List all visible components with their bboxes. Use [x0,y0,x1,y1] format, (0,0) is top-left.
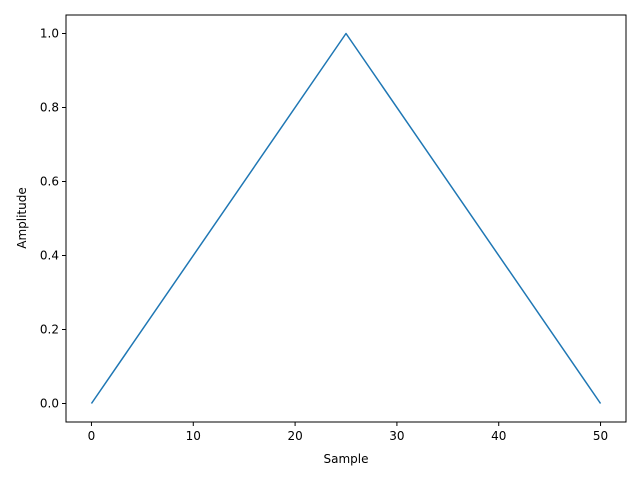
y-tick-label: 0.4 [40,249,59,263]
x-axis-label: Sample [324,452,369,466]
x-tick-label: 30 [389,429,404,443]
x-tick-label: 0 [88,429,96,443]
y-tick-label: 0.6 [40,175,59,189]
x-tick-label: 10 [186,429,201,443]
y-tick-label: 1.0 [40,27,59,41]
y-axis-label: Amplitude [15,187,29,249]
y-axis-ticks: 0.0 0.2 0.4 0.6 0.8 1.0 [40,27,66,411]
y-tick-label: 0.8 [40,101,59,115]
x-tick-label: 40 [491,429,506,443]
series-layer [90,32,602,404]
y-tick-label: 0.2 [40,323,59,337]
plot-area [65,14,627,423]
x-axis-ticks: 0 10 20 30 40 50 [88,422,608,443]
series-line [90,32,602,404]
x-tick-label: 20 [287,429,302,443]
y-tick-label: 0.0 [40,397,59,411]
x-tick-label: 50 [593,429,608,443]
